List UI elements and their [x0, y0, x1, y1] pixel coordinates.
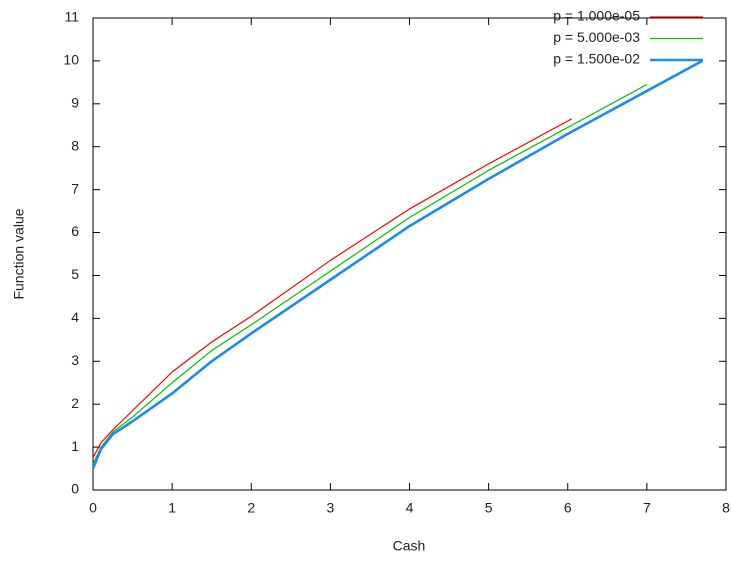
y-tick-label: 5: [71, 266, 79, 282]
x-axis-title: Cash: [393, 538, 426, 554]
plot-frame: [92, 17, 727, 491]
y-tick-label: 1: [71, 438, 79, 454]
series-line: [92, 83, 648, 465]
legend-label: p = 1.000e-05: [553, 8, 640, 24]
y-tick-label: 6: [71, 223, 79, 239]
y-tick-label: 9: [71, 95, 79, 111]
x-tick-label: 5: [485, 500, 493, 516]
x-tick-label: 1: [168, 500, 176, 516]
y-tick-label: 4: [71, 309, 79, 325]
x-tick-label: 3: [326, 500, 334, 516]
y-axis-title: Function value: [11, 208, 27, 299]
y-tick-label: 0: [71, 481, 79, 497]
y-tick-label: 10: [63, 52, 79, 68]
y-tick-label: 7: [71, 180, 79, 196]
x-tick-label: 4: [406, 500, 414, 516]
y-tick-label: 11: [64, 9, 79, 25]
y-tick-label: 8: [71, 137, 79, 153]
x-tick-label: 7: [643, 500, 651, 516]
x-tick-label: 2: [247, 500, 255, 516]
series-line: [92, 118, 572, 459]
x-tick-label: 0: [89, 500, 97, 516]
series-line: [91, 59, 703, 470]
x-tick-label: 6: [564, 500, 572, 516]
legend-label: p = 1.500e-02: [553, 51, 640, 67]
legend-label: p = 5.000e-03: [553, 29, 640, 45]
y-tick-label: 3: [71, 352, 79, 368]
y-tick-label: 2: [71, 395, 79, 411]
x-tick-label: 8: [722, 500, 730, 516]
